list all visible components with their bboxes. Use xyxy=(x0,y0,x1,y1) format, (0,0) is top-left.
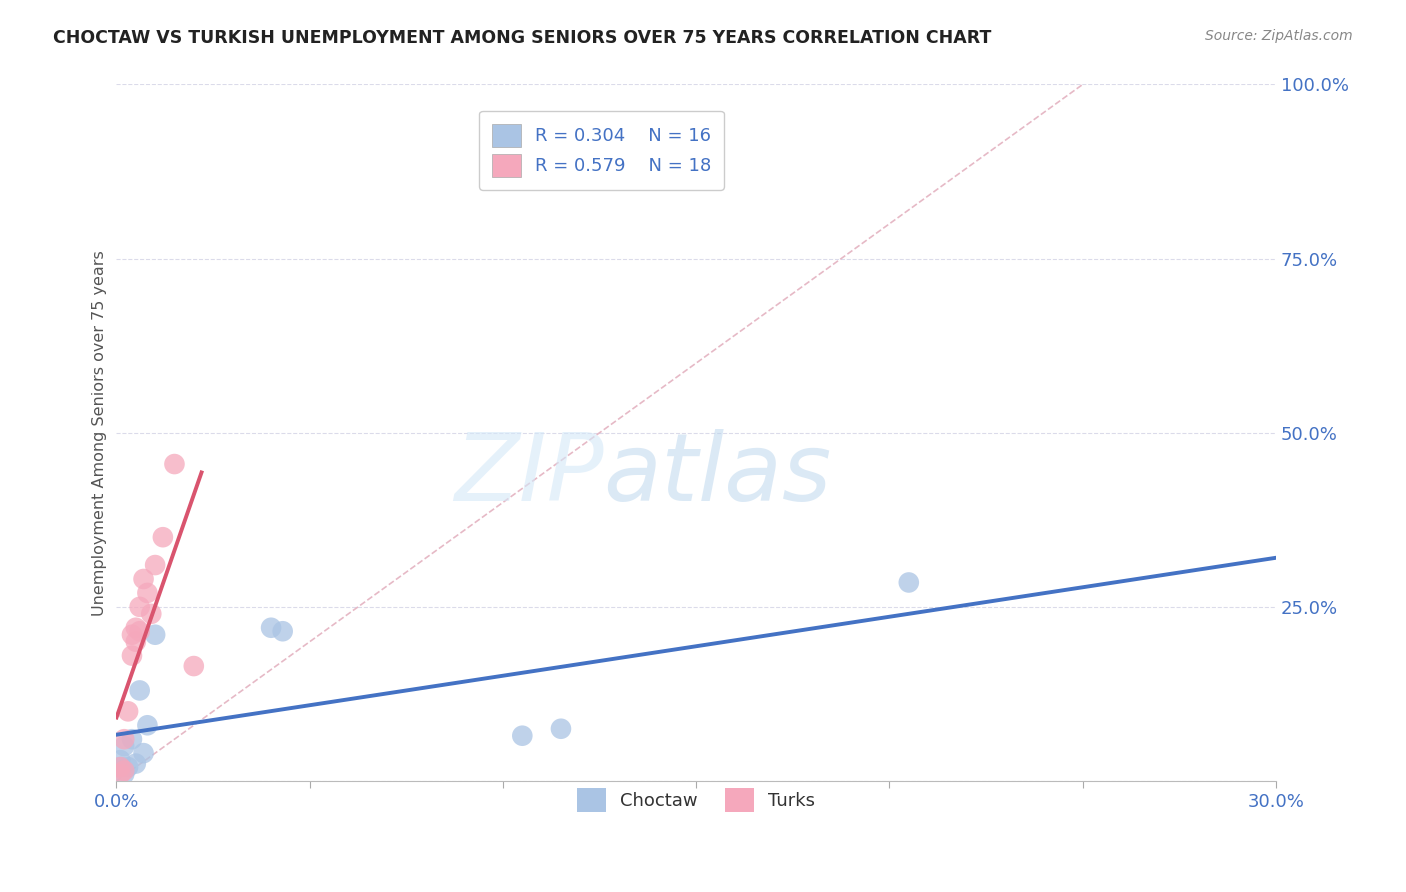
Point xyxy=(121,732,143,747)
Y-axis label: Unemployment Among Seniors over 75 years: Unemployment Among Seniors over 75 years xyxy=(93,250,107,615)
Point xyxy=(121,648,143,663)
Point xyxy=(110,767,132,781)
Point xyxy=(143,558,166,572)
Point xyxy=(163,457,186,471)
Point xyxy=(112,764,135,778)
Point xyxy=(260,621,283,635)
Point xyxy=(117,704,139,718)
Point xyxy=(132,746,155,760)
Point xyxy=(110,753,132,767)
Point xyxy=(125,634,148,648)
Text: CHOCTAW VS TURKISH UNEMPLOYMENT AMONG SENIORS OVER 75 YEARS CORRELATION CHART: CHOCTAW VS TURKISH UNEMPLOYMENT AMONG SE… xyxy=(53,29,991,46)
Point xyxy=(183,659,205,673)
Point xyxy=(125,756,148,771)
Text: ZIP: ZIP xyxy=(454,429,603,520)
Point xyxy=(112,732,135,747)
Point xyxy=(110,760,132,774)
Point xyxy=(897,575,920,590)
Point xyxy=(128,599,150,614)
Point xyxy=(112,739,135,754)
Point xyxy=(136,718,159,732)
Point xyxy=(132,572,155,586)
Point xyxy=(128,624,150,639)
Point xyxy=(112,767,135,781)
Point xyxy=(110,760,132,774)
Point xyxy=(136,586,159,600)
Text: atlas: atlas xyxy=(603,429,832,520)
Legend: Choctaw, Turks: Choctaw, Turks xyxy=(564,776,828,824)
Point xyxy=(125,621,148,635)
Point xyxy=(141,607,163,621)
Point xyxy=(121,628,143,642)
Text: Source: ZipAtlas.com: Source: ZipAtlas.com xyxy=(1205,29,1353,43)
Point xyxy=(143,628,166,642)
Point xyxy=(128,683,150,698)
Point xyxy=(550,722,572,736)
Point xyxy=(271,624,294,639)
Point xyxy=(152,530,174,544)
Point xyxy=(117,760,139,774)
Point xyxy=(510,729,533,743)
